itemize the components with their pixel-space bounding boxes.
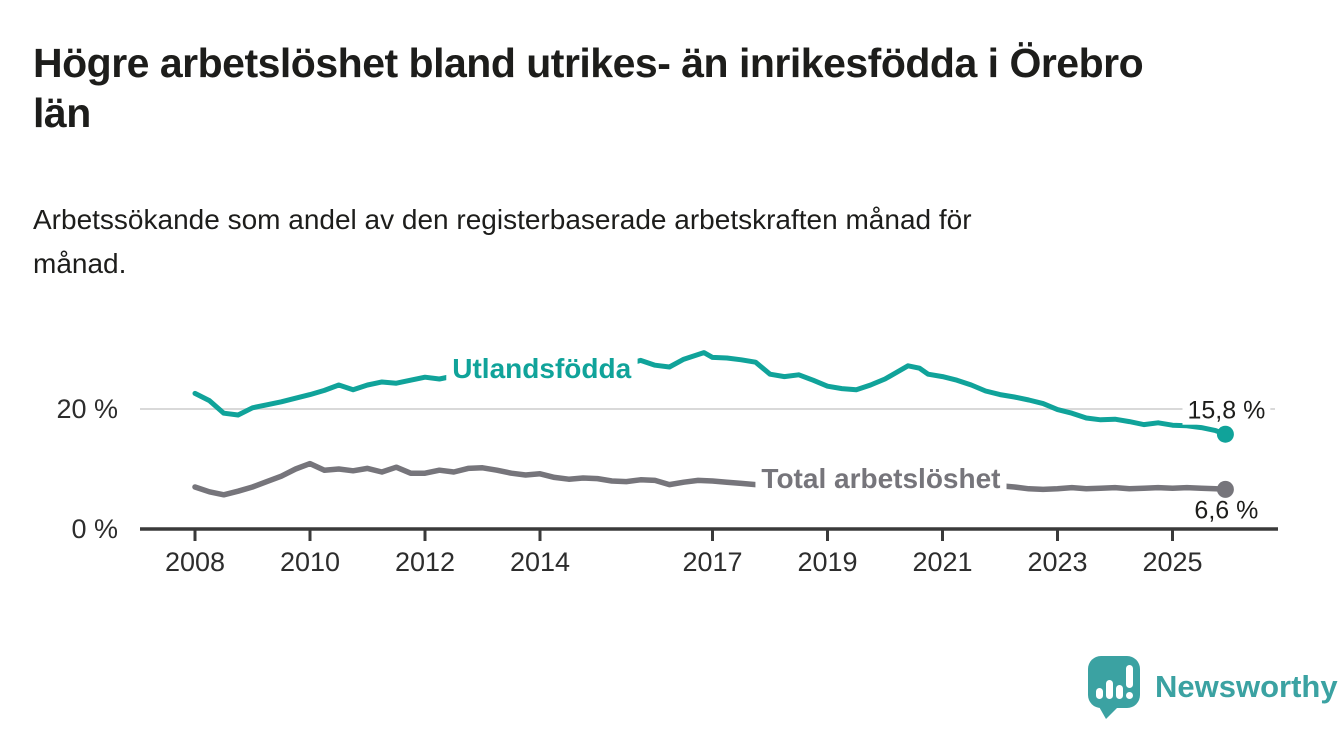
- series-label-bg-utlandsfodda: [446, 352, 638, 386]
- series-label-utlandsfodda: Utlandsfödda: [452, 353, 631, 384]
- series-line-total: [192, 460, 1229, 498]
- page-title-line-1: Högre arbetslöshet bland utrikes- än inr…: [33, 40, 1144, 86]
- end-dot-utlandsfodda: [1216, 425, 1234, 443]
- series-line-utlandsfodda: [192, 350, 1228, 437]
- series-label-total: Total arbetslöshet: [761, 463, 1000, 494]
- end-value-label-total: 6,6 %: [1194, 496, 1258, 524]
- newsworthy-logo-icon: [1088, 656, 1140, 719]
- page-subtitle-line-1: Arbetssökande som andel av den registerb…: [33, 204, 972, 235]
- x-tick-label-2008: 2008: [165, 547, 225, 577]
- page-title: Högre arbetslöshet bland utrikes- än inr…: [33, 38, 1303, 138]
- series-label-bg-total: [755, 462, 1007, 495]
- y-tick-label-20: 20 %: [56, 394, 118, 424]
- x-tick-label-2023: 2023: [1027, 547, 1087, 577]
- x-tick-label-2019: 2019: [797, 547, 857, 577]
- x-tick-label-2010: 2010: [280, 547, 340, 577]
- y-tick-label-0: 0 %: [71, 514, 118, 544]
- brand-footer: Newsworthy: [1086, 654, 1338, 720]
- page-subtitle: Arbetssökande som andel av den registerb…: [33, 198, 1303, 286]
- end-value-label-bg-utlandsfodda: [1182, 396, 1271, 425]
- page-title-line-2: län: [33, 90, 91, 137]
- brand-name: Newsworthy: [1155, 669, 1338, 704]
- end-dot-total: [1216, 480, 1234, 498]
- page-subtitle-line-2: månad.: [33, 248, 127, 280]
- end-value-label-utlandsfodda: 15,8 %: [1187, 397, 1265, 425]
- x-tick-label-2012: 2012: [395, 547, 455, 577]
- x-tick-label-2021: 2021: [912, 547, 972, 577]
- x-tick-label-2014: 2014: [510, 547, 570, 577]
- x-tick-label-2025: 2025: [1142, 547, 1202, 577]
- x-tick-label-2017: 2017: [682, 547, 742, 577]
